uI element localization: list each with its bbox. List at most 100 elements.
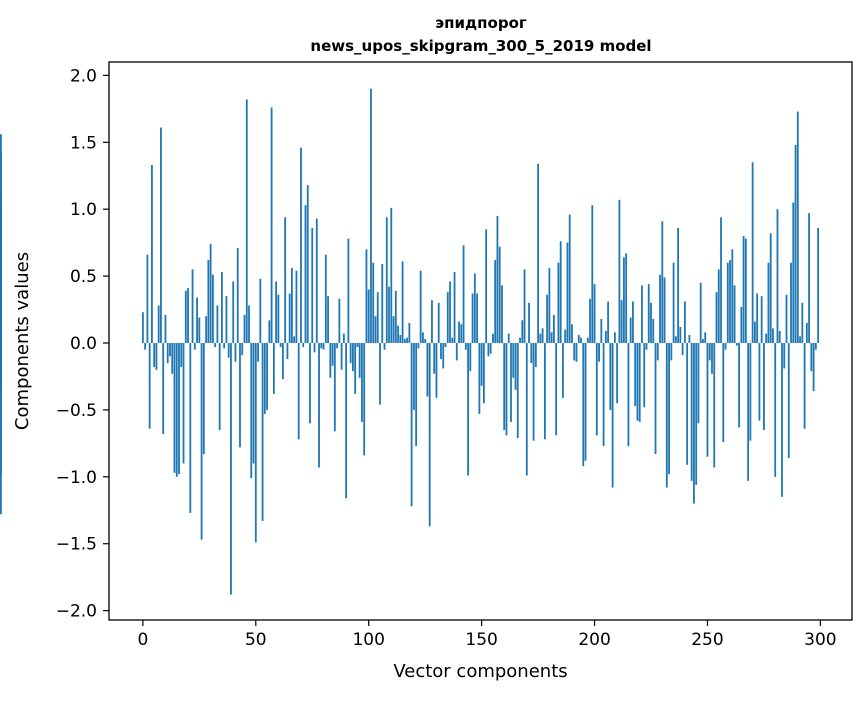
bar-component-204	[602, 343, 605, 447]
bar-component-86	[336, 343, 338, 349]
bar-component-135	[446, 292, 449, 344]
bar-component-259	[726, 262, 729, 344]
bar-component-10	[164, 314, 167, 344]
bar-component-269	[749, 343, 752, 441]
bar-component-267	[744, 238, 747, 343]
bar-component-undefined	[0, 343, 2, 432]
bar-component-28	[205, 316, 208, 343]
bar-component-92	[349, 343, 352, 364]
bar-component-29	[207, 260, 210, 343]
bar-component-241	[686, 343, 689, 465]
bar-component-159	[501, 285, 503, 344]
bar-component-85	[333, 343, 336, 432]
bar-component-128	[431, 300, 433, 344]
bar-component-68	[295, 270, 298, 344]
bar-component-151	[482, 343, 485, 404]
bar-component-196	[584, 343, 587, 461]
bar-component-294	[805, 322, 808, 344]
bar-component-66	[291, 268, 293, 344]
bar-component-182	[552, 314, 555, 344]
bar-component-254	[715, 292, 718, 344]
bar-component-191	[573, 343, 576, 361]
bar-component-272	[756, 293, 759, 344]
bar-component-247	[699, 282, 702, 344]
bar-component-143	[464, 343, 467, 350]
x-tick-label: 0	[137, 630, 148, 650]
bar-component-97	[361, 343, 363, 422]
bar-component-115	[401, 261, 404, 344]
bar-component-288	[792, 202, 795, 343]
bar-component-265	[740, 306, 743, 344]
bar-component-130	[435, 343, 438, 398]
bar-component-155	[492, 333, 494, 344]
bar-component-2	[146, 254, 149, 344]
bar-component-62	[281, 343, 284, 380]
y-tick-label: 2.0	[70, 66, 97, 86]
bar-component-88	[340, 343, 343, 370]
bar-component-157	[496, 215, 499, 343]
bar-component-27	[202, 343, 205, 455]
bar-component-73	[306, 185, 309, 344]
bar-component-193	[577, 334, 580, 344]
bar-component-187	[564, 329, 567, 344]
bar-component-268	[747, 343, 750, 481]
bar-component-76	[313, 343, 316, 353]
bars-group	[0, 88, 820, 595]
bar-component-36	[223, 343, 226, 349]
bar-component-6	[155, 343, 158, 370]
chart-title-word: эпидпорог	[435, 14, 527, 32]
bar-component-181	[550, 332, 553, 344]
bar-component-205	[604, 330, 607, 343]
bar-component-227	[654, 343, 657, 455]
plot-frame	[108, 61, 853, 621]
bar-component-4	[151, 165, 153, 344]
bar-component-114	[399, 334, 402, 344]
bar-component-138	[453, 272, 456, 344]
bar-component-26	[200, 343, 203, 540]
bar-component-145	[469, 343, 472, 372]
bar-component-144	[467, 343, 469, 476]
bar-component-100	[367, 289, 370, 344]
bar-component-84	[331, 343, 334, 366]
bar-component-185	[559, 241, 562, 344]
bar-component-22	[191, 269, 194, 344]
bar-component-98	[363, 343, 366, 456]
bar-component-285	[785, 294, 788, 343]
bar-component-238	[679, 326, 682, 344]
bar-component-59	[275, 281, 278, 343]
bar-component-75	[311, 227, 314, 344]
bar-component-194	[580, 337, 582, 343]
bar-component-136	[449, 281, 451, 343]
bar-component-236	[674, 336, 677, 344]
bar-component-89	[342, 333, 345, 344]
bar-component-190	[571, 324, 573, 343]
bar-component-273	[758, 343, 761, 421]
bar-component-124	[422, 332, 424, 344]
bar-component-33	[216, 305, 219, 344]
bar-component-198	[589, 298, 591, 344]
bar-component-65	[288, 293, 291, 344]
bar-component-164	[512, 343, 515, 378]
bar-component-1	[144, 343, 147, 350]
bar-component-235	[672, 262, 675, 344]
bar-component-219	[636, 343, 639, 421]
bar-component-218	[634, 343, 637, 406]
bar-component-37	[225, 296, 228, 343]
bar-component-188	[566, 242, 569, 344]
bar-component-131	[437, 302, 440, 343]
bar-component-263	[735, 343, 738, 346]
bar-component-222	[643, 343, 646, 408]
bar-component-180	[548, 268, 551, 344]
bar-component-215	[627, 343, 630, 447]
bar-component-140	[458, 321, 460, 344]
bar-component-49	[252, 343, 255, 464]
bar-component-244	[693, 343, 695, 504]
bar-component-113	[397, 325, 399, 344]
bar-component-226	[652, 318, 655, 344]
bar-component-262	[733, 285, 736, 344]
bar-component-101	[370, 88, 372, 343]
bar-component-118	[408, 322, 411, 344]
x-tick-label: 250	[691, 630, 723, 650]
bar-component-210	[616, 343, 619, 404]
bar-component-43	[239, 343, 241, 448]
